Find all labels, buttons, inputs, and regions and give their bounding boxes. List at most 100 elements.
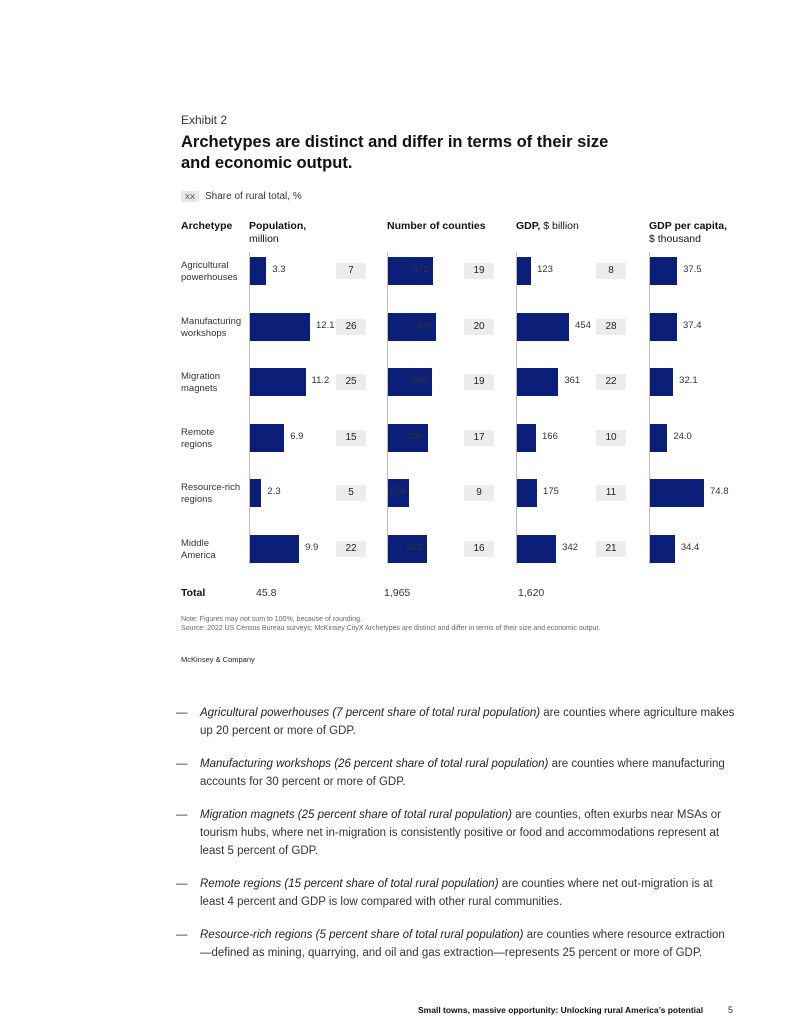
dash-marker: — [176, 929, 188, 941]
row-label: Resource-rich regions [181, 482, 251, 506]
data-label: 323 [406, 541, 423, 553]
row-label-line: Resource-rich [181, 482, 241, 493]
bullet-definition: are counties, often exurbs near MSAs or … [200, 809, 721, 857]
share-value: 10 [596, 429, 626, 446]
share-value: 25 [336, 374, 366, 390]
data-label: 174 [389, 486, 405, 497]
bar [388, 479, 409, 507]
row-label: Middle America [181, 538, 251, 562]
data-label: 12.1 [316, 319, 335, 331]
bullet-term: Agricultural powerhouses (7 percent shar… [200, 707, 541, 719]
share-value: 11 [596, 485, 626, 501]
share-value: 20 [464, 318, 494, 335]
bar [650, 368, 674, 396]
share-value: 15 [336, 429, 366, 446]
data-label: 37.5 [683, 264, 702, 275]
bullet-definition: are counties where net out-migration is … [200, 878, 713, 908]
bar [650, 312, 677, 341]
chart-note: Note: Figures may not sum to 100%, becau… [181, 615, 701, 633]
data-label: 37.4 [683, 319, 702, 331]
header-population: Population, million [249, 220, 307, 245]
bullet-definition: are counties where agriculture makes up … [200, 707, 735, 737]
data-label: 123 [537, 264, 553, 275]
bullet-item: — Migration magnets (25 percent share of … [176, 806, 736, 860]
bar [517, 534, 557, 563]
bullet-term: Migration magnets (25 percent share of t… [200, 809, 512, 821]
share-value: 19 [464, 263, 494, 279]
header-gdp: GDP, $ billion [516, 220, 579, 232]
axis-line [516, 252, 517, 564]
row-label-line: powerhouses [181, 272, 238, 283]
header-gdp-per-capita: GDP per capita, $ thousand [649, 220, 728, 245]
dash-marker: — [176, 707, 188, 719]
bar [250, 257, 267, 285]
share-value: 16 [464, 540, 494, 557]
row-label-line: America [181, 549, 216, 561]
data-label: 342 [562, 541, 579, 553]
note-line: Note: Figures may not sum to 100%, becau… [181, 616, 362, 623]
bullet-text: Resource-rich regions (5 percent share o… [200, 926, 736, 962]
legend-swatch: XX [181, 191, 200, 202]
bar [650, 423, 668, 452]
bullet-text: Manufacturing workshops (26 percent shar… [200, 755, 736, 791]
row-header: Archetype [181, 220, 233, 232]
share-value: 17 [464, 429, 494, 446]
total-counties: 1,965 [384, 587, 411, 599]
bullet-term: Resource-rich regions (5 percent share o… [200, 929, 524, 941]
share-value: 22 [336, 540, 366, 557]
data-label: 6.9 [290, 430, 304, 442]
bullet-item: — Remote regions (15 percent share of tot… [176, 875, 736, 911]
bullet-text: Remote regions (15 percent share of tota… [200, 875, 736, 911]
share-value: 26 [336, 318, 366, 335]
axis-line [649, 252, 650, 564]
bar [250, 312, 310, 341]
share-value: 22 [596, 374, 626, 390]
data-label: 400 [416, 319, 432, 331]
row-label-line: Agricultural [181, 260, 229, 271]
bullet-definition: are counties where manufacturing account… [200, 758, 725, 788]
bullet-item: — Resource-rich regions (5 percent share … [176, 926, 736, 962]
data-label: 34.4 [680, 541, 700, 553]
bar [650, 257, 678, 285]
bullet-item: — Agricultural powerhouses (7 percent sha… [176, 704, 736, 740]
bar [388, 257, 433, 285]
axis-line [387, 252, 388, 564]
axis-line [249, 252, 250, 564]
exhibit-title: Archetypes are distinct and differ in te… [181, 133, 609, 172]
row-label-line: magnets [181, 383, 218, 394]
source-line: Source: 2022 US Census Bureau surveys; M… [181, 625, 601, 632]
dash-marker: — [176, 878, 188, 890]
data-label: 372 [412, 264, 429, 275]
bullet-text: Migration magnets (25 percent share of t… [200, 806, 736, 860]
total-population: 45.8 [256, 587, 277, 599]
data-label: 3.3 [272, 264, 286, 275]
bar [388, 368, 432, 396]
share-value: 19 [464, 374, 494, 390]
row-label: Agricultural powerhouses [181, 260, 251, 284]
bullet-text: Agricultural powerhouses (7 percent shar… [200, 704, 736, 740]
total-label: Total [181, 587, 206, 599]
row-label-line: Manufacturing [181, 315, 242, 327]
data-label: 74.8 [710, 486, 729, 497]
data-label: 11.2 [311, 375, 330, 386]
data-label: 175 [543, 486, 559, 497]
dash-marker: — [176, 758, 188, 770]
row-label-line: regions [181, 494, 213, 505]
row-label-line: Middle [181, 537, 209, 549]
data-label: 24.0 [673, 430, 692, 442]
data-label: 9.9 [305, 541, 319, 553]
bar [250, 423, 285, 452]
share-value: 21 [596, 540, 626, 557]
share-value: 28 [596, 318, 626, 335]
share-value: 5 [336, 485, 366, 501]
share-value: 9 [464, 485, 494, 501]
data-label: 166 [542, 430, 558, 442]
legend: XX Share of rural total, % [181, 191, 302, 202]
share-value: 7 [336, 263, 366, 279]
brand-label: McKinsey & Company [181, 655, 255, 664]
page-number: 5 [728, 1005, 734, 1015]
share-value: 8 [596, 263, 626, 279]
row-label: Migration magnets [181, 371, 251, 395]
header-counties: Number of counties [387, 220, 486, 232]
bar [517, 312, 569, 341]
